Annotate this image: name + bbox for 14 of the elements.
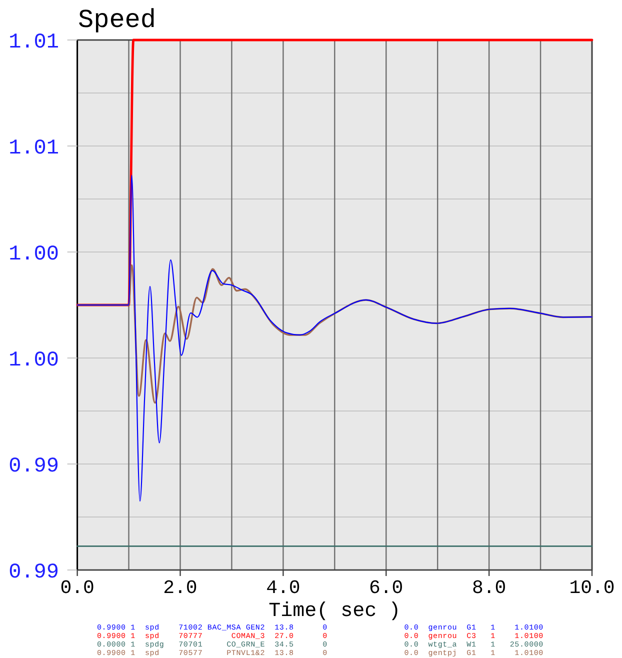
- chart-title: Speed: [78, 5, 156, 35]
- y-tick-label: 1.00: [8, 349, 59, 372]
- y-tick-label: 1.01: [8, 137, 59, 160]
- x-tick-label: 6.0: [369, 577, 404, 599]
- x-tick-label: 2.0: [163, 577, 198, 599]
- x-tick-label: 8.0: [472, 577, 506, 599]
- y-tick-label: 0.99: [8, 561, 59, 584]
- y-tick-label: 0.99: [8, 455, 59, 478]
- x-axis-title: Time( sec ): [268, 600, 401, 623]
- y-tick-label: 1.00: [8, 243, 59, 266]
- y-tick-label: 1.01: [8, 31, 59, 54]
- x-tick-label: 4.0: [266, 577, 300, 599]
- x-tick-label: 10.0: [569, 577, 615, 599]
- x-tick-label: 0.0: [60, 577, 94, 599]
